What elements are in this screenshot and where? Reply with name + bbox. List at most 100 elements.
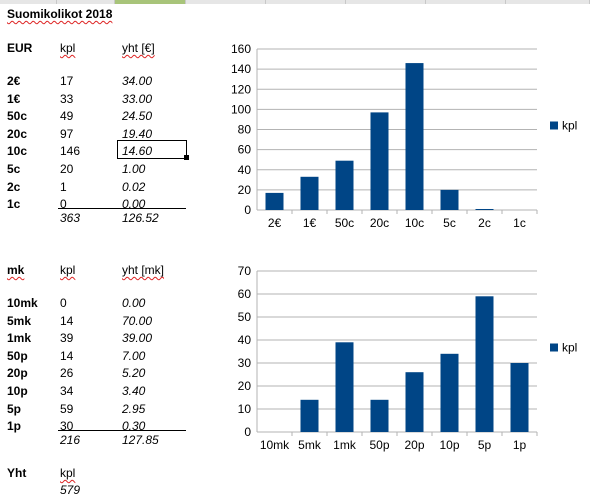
mk-total-kpl[interactable]: 216	[60, 433, 81, 447]
eur-row-yht[interactable]: 34.00	[122, 74, 153, 88]
mk-row-kpl[interactable]: 0	[60, 296, 67, 310]
mk-row-kpl[interactable]: 14	[60, 313, 74, 328]
mk-row-yht[interactable]: 39.00	[122, 331, 153, 346]
x-tick-label: 1€	[303, 216, 317, 230]
bar[interactable]	[510, 363, 529, 432]
active-cell-cursor[interactable]	[117, 140, 187, 159]
x-tick-label: 50c	[335, 216, 354, 230]
bar[interactable]	[300, 399, 319, 432]
eur-row-yht[interactable]: 14.60	[122, 144, 153, 159]
legend-label[interactable]: kpl	[562, 341, 577, 355]
eur-total-rule	[58, 208, 186, 209]
grand-total-kpl-header[interactable]: kpl	[60, 466, 76, 480]
mk-row-kpl[interactable]: 34	[60, 384, 74, 398]
eur-row-kpl[interactable]: 17	[60, 74, 74, 88]
mk-bar-chart[interactable]: 0 10 20 30 40 50 60 70 10mk 5mk 1mk 50p 20p 10p 5p 1p kp…	[217, 262, 590, 467]
bar[interactable]	[440, 353, 459, 432]
mk-header-label[interactable]: mk	[7, 263, 25, 277]
bar[interactable]	[405, 63, 424, 211]
mk-row-label[interactable]: 5p	[7, 401, 22, 416]
mk-row-label[interactable]: 1mk	[7, 331, 32, 346]
eur-row-kpl[interactable]: 1	[60, 179, 67, 194]
eur-header-label[interactable]: EUR	[7, 41, 33, 55]
bar[interactable]	[475, 208, 494, 210]
bar[interactable]	[335, 160, 354, 210]
column-header-b[interactable]	[57, 0, 115, 4]
column-header-f[interactable]	[346, 0, 426, 4]
eur-row-label[interactable]: 50c	[7, 109, 28, 124]
mk-row-yht[interactable]: 70.00	[122, 313, 153, 328]
eur-row-label[interactable]: 10c	[7, 144, 28, 159]
eur-row-kpl[interactable]: 20	[60, 162, 74, 176]
bar[interactable]	[370, 112, 389, 210]
mk-row-yht[interactable]: 5.20	[122, 366, 146, 381]
mk-row-yht[interactable]: 0.30	[122, 419, 146, 434]
eur-row-kpl[interactable]: 33	[60, 91, 74, 106]
mk-total-yht[interactable]: 127.85	[122, 433, 159, 447]
eur-header-kpl[interactable]: kpl	[60, 41, 76, 55]
eur-row-yht[interactable]: 1.00	[122, 162, 146, 176]
eur-header-yht[interactable]: yht [€]	[122, 41, 155, 55]
eur-total-kpl[interactable]: 363	[60, 211, 81, 225]
mk-row-label[interactable]: 10mk	[7, 296, 38, 310]
mk-row-yht[interactable]: 2.95	[122, 401, 146, 416]
grand-total-label[interactable]: Yht	[7, 466, 27, 480]
bar[interactable]	[405, 372, 424, 432]
eur-row-label[interactable]: 2c	[7, 179, 21, 194]
mk-row-yht[interactable]: 0.00	[122, 296, 146, 310]
bar[interactable]	[300, 176, 319, 210]
column-header-e[interactable]	[266, 0, 346, 4]
bar[interactable]	[370, 399, 389, 432]
mk-header-kpl[interactable]: kpl	[60, 263, 76, 277]
mk-row-kpl[interactable]: 30	[60, 419, 74, 434]
mk-row-kpl[interactable]: 26	[60, 366, 74, 381]
bar[interactable]	[335, 342, 354, 432]
mk-row-kpl[interactable]: 59	[60, 401, 74, 416]
eur-row-label[interactable]: 2€	[7, 74, 21, 88]
legend-label[interactable]: kpl	[562, 119, 577, 133]
eur-row-label[interactable]: 5c	[7, 162, 21, 176]
grand-total-kpl[interactable]: 579	[60, 483, 81, 497]
eur-row-kpl[interactable]: 49	[60, 109, 74, 124]
y-tick-label: 80	[238, 123, 252, 137]
mk-row-kpl[interactable]: 39	[60, 331, 74, 346]
eur-row-yht[interactable]: 19.40	[122, 126, 153, 141]
bar[interactable]	[440, 189, 459, 210]
mk-row-label[interactable]: 1p	[7, 419, 22, 434]
sheet-title[interactable]: Suomikolikot 2018	[7, 7, 113, 21]
eur-row-label[interactable]: 20c	[7, 126, 28, 141]
eur-row-yht[interactable]: 24.50	[122, 109, 153, 124]
mk-row-label[interactable]: 10p	[7, 384, 28, 398]
legend-swatch[interactable]	[550, 343, 558, 352]
column-header-d[interactable]	[186, 0, 266, 4]
mk-row-label[interactable]: 5mk	[7, 313, 32, 328]
eur-row-yht[interactable]: 33.00	[122, 91, 153, 106]
eur-row-yht[interactable]: 0.02	[122, 179, 146, 194]
eur-row-kpl[interactable]: 0	[60, 197, 67, 212]
x-tick-label: 1mk	[333, 438, 357, 452]
mk-row-yht[interactable]: 3.40	[122, 384, 146, 398]
eur-row-kpl[interactable]: 97	[60, 126, 74, 141]
eur-bar-chart[interactable]: 0 20 40 60 80 100 120 140 160 2€ 1€ 50c 20c 10c 5c 2c 1c…	[217, 40, 590, 245]
fill-handle[interactable]	[184, 155, 189, 160]
column-header-h[interactable]	[506, 0, 590, 4]
x-tick-label: 10c	[405, 216, 424, 230]
mk-row-yht[interactable]: 7.00	[122, 348, 146, 363]
x-tick-label: 5c	[443, 216, 456, 230]
column-header-g[interactable]	[426, 0, 506, 4]
y-tick-label: 160	[231, 42, 251, 56]
column-header-c-selected[interactable]	[115, 0, 186, 4]
eur-total-yht[interactable]: 126.52	[122, 211, 159, 225]
mk-row-label[interactable]: 50p	[7, 348, 28, 363]
bar[interactable]	[475, 296, 494, 432]
eur-row-yht[interactable]: 0.00	[122, 197, 146, 212]
bar[interactable]	[265, 192, 284, 210]
mk-header-yht[interactable]: yht [mk]	[122, 263, 165, 277]
eur-row-label[interactable]: 1c	[7, 197, 21, 212]
mk-row-label[interactable]: 20p	[7, 366, 28, 381]
mk-row-kpl[interactable]: 14	[60, 348, 74, 363]
eur-row-kpl[interactable]: 146	[60, 144, 81, 159]
column-header-a[interactable]	[0, 0, 57, 4]
legend-swatch[interactable]	[550, 121, 558, 130]
eur-row-label[interactable]: 1€	[7, 91, 21, 106]
